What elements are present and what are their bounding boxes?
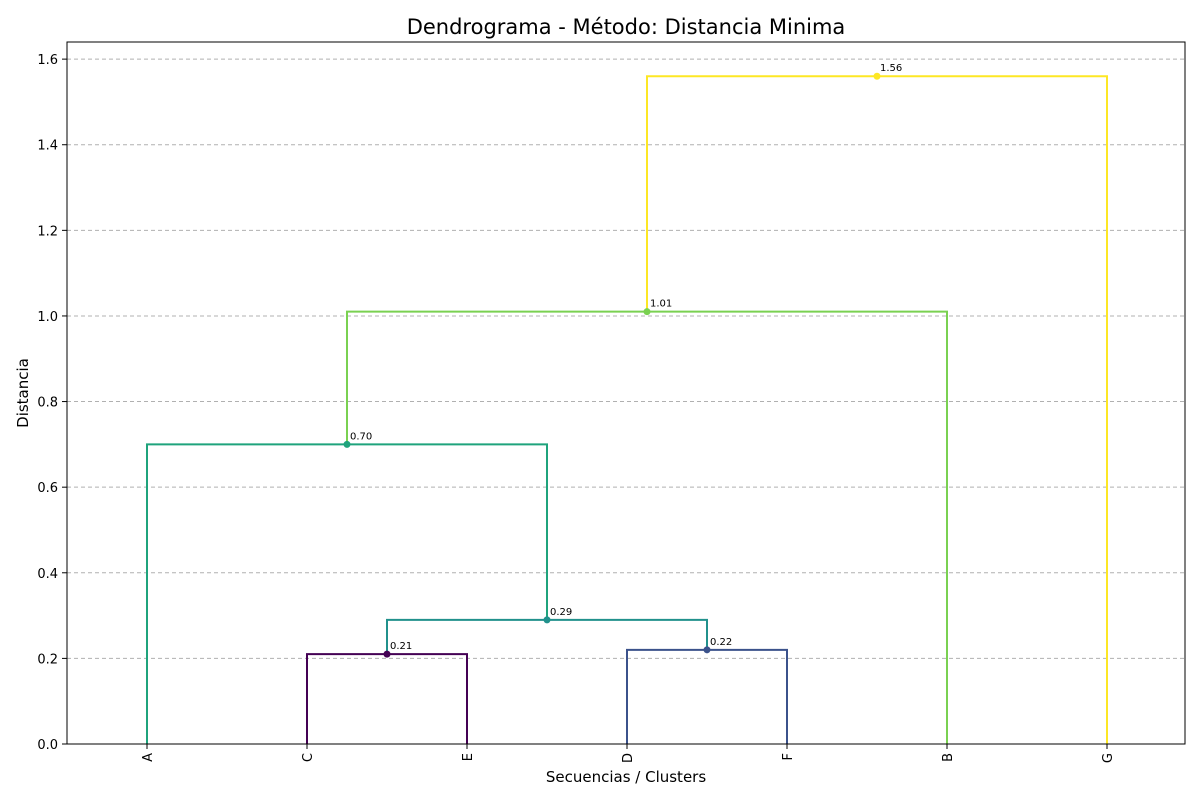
y-axis-label: Distancia (14, 358, 32, 428)
y-tick-label: 1.4 (37, 139, 58, 154)
x-tick-label: D (621, 753, 636, 763)
merge-label: 0.29 (550, 607, 572, 618)
merge-link (306, 653, 468, 744)
merge-point (703, 646, 711, 654)
y-tick-label: 1.6 (37, 53, 58, 68)
x-tick-label: A (141, 753, 156, 762)
x-tick-label: G (1101, 753, 1116, 763)
y-tick-label: 0.0 (37, 738, 58, 753)
y-tick-label: 0.2 (37, 652, 58, 667)
y-tick-label: 1.2 (37, 224, 58, 239)
merge-point (383, 650, 391, 658)
x-tick-label: B (941, 753, 956, 762)
x-tick-label: F (781, 753, 796, 760)
y-axis: 0.0 0.2 0.4 0.6 0.8 1.0 1.2 1.4 1.6 (37, 53, 67, 753)
y-tick-label: 0.8 (37, 396, 58, 411)
merge-label: 0.22 (710, 637, 732, 648)
y-tick-label: 1.0 (37, 310, 58, 325)
chart-title: Dendrograma - Método: Distancia Minima (407, 15, 846, 39)
merge-link (626, 648, 788, 744)
merge-link (146, 443, 548, 744)
merge-point (873, 72, 881, 80)
x-axis-label: Secuencias / Clusters (546, 768, 706, 786)
merge-nodes: 0.21 0.22 0.29 0.70 1.01 1.56 (343, 63, 902, 658)
merge-label: 1.56 (880, 63, 902, 74)
x-tick-label: C (301, 753, 316, 762)
dendrogram-links (146, 75, 1108, 744)
x-tick-label: E (461, 753, 476, 761)
merge-label: 0.70 (350, 431, 372, 442)
grid (67, 58, 1185, 745)
merge-point (643, 308, 651, 316)
merge-point (343, 440, 351, 448)
y-tick-label: 0.6 (37, 481, 58, 496)
plot-frame (66, 41, 1186, 745)
merge-label: 0.21 (390, 641, 412, 652)
merge-link (346, 310, 948, 744)
merge-point (543, 616, 551, 624)
merge-label: 1.01 (650, 299, 672, 310)
y-tick-label: 0.4 (37, 567, 58, 582)
